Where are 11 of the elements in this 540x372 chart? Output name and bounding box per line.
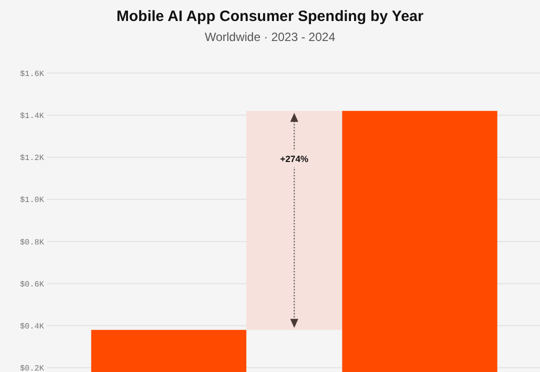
- y-tick-label: $1.2K: [20, 154, 44, 164]
- y-tick-label: $1.6K: [20, 70, 44, 79]
- y-tick-label: $1.4K: [20, 112, 44, 121]
- y-tick-label: $1.0K: [20, 196, 44, 206]
- y-tick-label: $0.4K: [20, 322, 44, 332]
- y-tick-label: $0.6K: [20, 280, 44, 290]
- chart-subtitle: Worldwide · 2023 - 2024: [204, 30, 336, 44]
- y-tick-label: $0.2K: [20, 364, 44, 372]
- y-tick-label: $0.8K: [20, 238, 44, 248]
- annotation: +274%: [280, 154, 308, 164]
- chart-title: Mobile AI App Consumer Spending by Year: [116, 8, 424, 25]
